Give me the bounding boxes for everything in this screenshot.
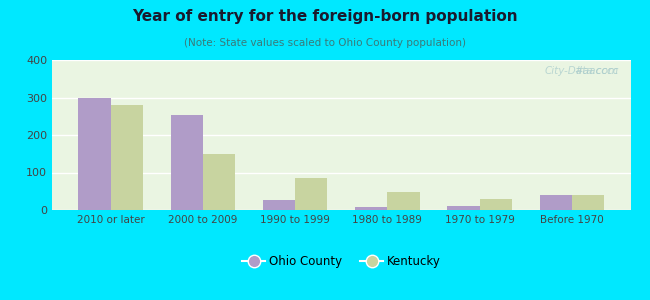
Bar: [540, 195, 572, 210]
Bar: [78, 98, 111, 210]
Bar: [480, 199, 512, 210]
Bar: [170, 115, 203, 210]
Legend: Ohio County, Kentucky: Ohio County, Kentucky: [237, 251, 445, 273]
Text: City-Data.com: City-Data.com: [545, 66, 619, 76]
Text: #aacccc: #aacccc: [575, 66, 619, 76]
Bar: [295, 178, 328, 210]
Text: (Note: State values scaled to Ohio County population): (Note: State values scaled to Ohio Count…: [184, 38, 466, 47]
Bar: [572, 195, 604, 210]
Bar: [447, 206, 480, 210]
Bar: [263, 200, 295, 210]
Bar: [355, 207, 387, 210]
Bar: [387, 192, 420, 210]
Text: Year of entry for the foreign-born population: Year of entry for the foreign-born popul…: [132, 9, 518, 24]
Bar: [203, 154, 235, 210]
Bar: [111, 105, 143, 210]
